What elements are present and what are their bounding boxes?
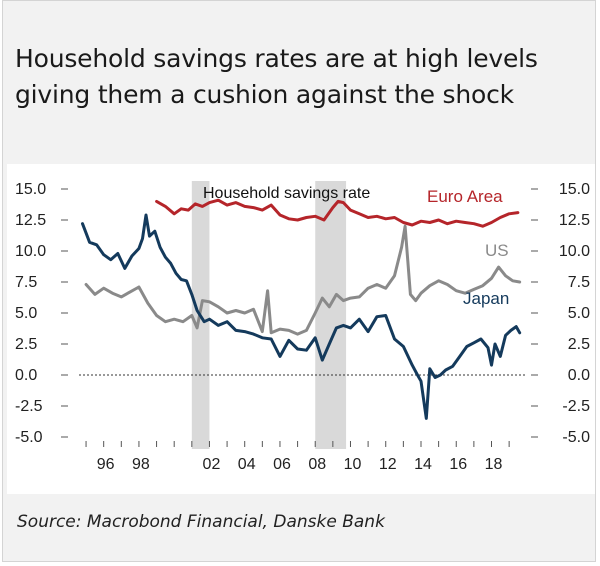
y-tick-label-left: 12.5 xyxy=(15,212,46,229)
x-tick-label: 08 xyxy=(308,456,326,473)
recession-bands xyxy=(191,181,347,449)
y-tick-label-left: 7.5 xyxy=(15,274,37,291)
x-tick-label: 10 xyxy=(344,456,362,473)
y-tick-label-right: -5.0 xyxy=(562,429,590,446)
y-tick-label-right: -2.5 xyxy=(562,398,590,415)
y-tick-label-left: 10.0 xyxy=(15,243,46,260)
x-tick-label: 02 xyxy=(203,456,221,473)
series-line-euro-area xyxy=(155,198,520,228)
y-tick-label-left: 15.0 xyxy=(15,181,46,198)
y-tick-label-left: -5.0 xyxy=(15,429,43,446)
x-tick-label: 14 xyxy=(414,456,432,473)
x-tick-label: 18 xyxy=(485,456,503,473)
source-note: Source: Macrobond Financial, Danske Bank xyxy=(17,512,385,532)
y-tick-label-left: 0.0 xyxy=(15,367,37,384)
recession-band-1 xyxy=(315,181,347,449)
y-tick-label-left: 5.0 xyxy=(15,305,37,322)
legend-label-us: US xyxy=(485,241,509,260)
x-tick-label: 12 xyxy=(379,456,397,473)
chart-headline: Household savings rates are at high leve… xyxy=(15,44,538,109)
series-line-japan xyxy=(81,213,522,420)
y-tick-label-left: 2.5 xyxy=(15,336,37,353)
x-tick-label: 16 xyxy=(449,456,467,473)
x-tick-label: 96 xyxy=(97,456,115,473)
axes: 15.0 15.0 12.5 12.5 10.0 10.0 7.5 7.5 5.0 5.0 2.5 2… xyxy=(15,181,590,473)
plot-area: 15.0 15.0 12.5 12.5 10.0 10.0 7.5 7.5 5.0 5.0 2.5 2… xyxy=(7,164,595,494)
y-tick-label-left: -2.5 xyxy=(15,398,43,415)
x-tick-label: 04 xyxy=(238,456,256,473)
y-tick-label-right: 7.5 xyxy=(568,274,590,291)
legend-label-euro-area: Euro Area xyxy=(427,187,503,206)
savings-rate-chart: 15.0 15.0 12.5 12.5 10.0 10.0 7.5 7.5 5.0 5.0 2.5 2… xyxy=(15,181,590,473)
series-lines xyxy=(81,198,522,420)
x-tick-label: 98 xyxy=(132,456,150,473)
chart-title: Household savings rate xyxy=(203,185,370,202)
x-tick-label: 06 xyxy=(273,456,291,473)
y-tick-label-right: 2.5 xyxy=(568,336,590,353)
y-tick-label-right: 15.0 xyxy=(559,181,590,198)
series-line-us xyxy=(84,224,522,336)
y-tick-label-right: 12.5 xyxy=(559,212,590,229)
y-tick-label-right: 0.0 xyxy=(568,367,590,384)
y-tick-label-right: 5.0 xyxy=(568,305,590,322)
legend-label-japan: Japan xyxy=(463,289,509,308)
y-tick-label-right: 10.0 xyxy=(559,243,590,260)
